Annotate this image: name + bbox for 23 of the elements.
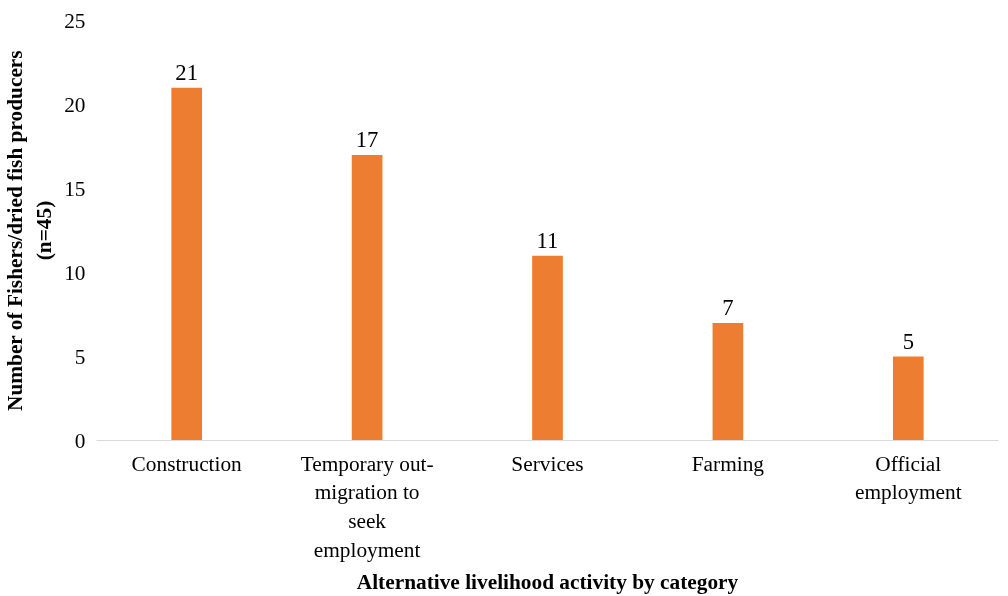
x-axis-title: Alternative livelihood activity by category	[356, 569, 739, 594]
y-tick-label: 15	[64, 176, 86, 201]
data-label: 11	[536, 227, 559, 253]
x-tick-label: Services	[511, 451, 584, 476]
data-label: 5	[902, 328, 914, 354]
y-tick-label: 5	[74, 344, 86, 369]
x-tick-label: Farming	[691, 451, 765, 476]
data-label: 17	[355, 126, 379, 152]
bar	[171, 87, 203, 441]
data-label: 21	[175, 59, 199, 85]
x-tick-label: Official employment	[854, 451, 962, 505]
bar	[712, 322, 744, 441]
y-axis-title: Number of Fishers/dried fish producers (n=45)	[3, 50, 57, 411]
x-tick-label: Construction	[131, 451, 243, 476]
bar	[351, 154, 383, 441]
data-label: 7	[722, 294, 734, 320]
bar	[892, 356, 924, 441]
x-tick-label: Temporary out-migration to seek employment	[300, 451, 434, 562]
y-tick-label: 25	[64, 8, 86, 33]
y-tick-label: 20	[64, 92, 86, 117]
bar	[532, 255, 563, 441]
y-tick-label: 0	[74, 428, 86, 453]
y-tick-label: 10	[64, 260, 86, 285]
